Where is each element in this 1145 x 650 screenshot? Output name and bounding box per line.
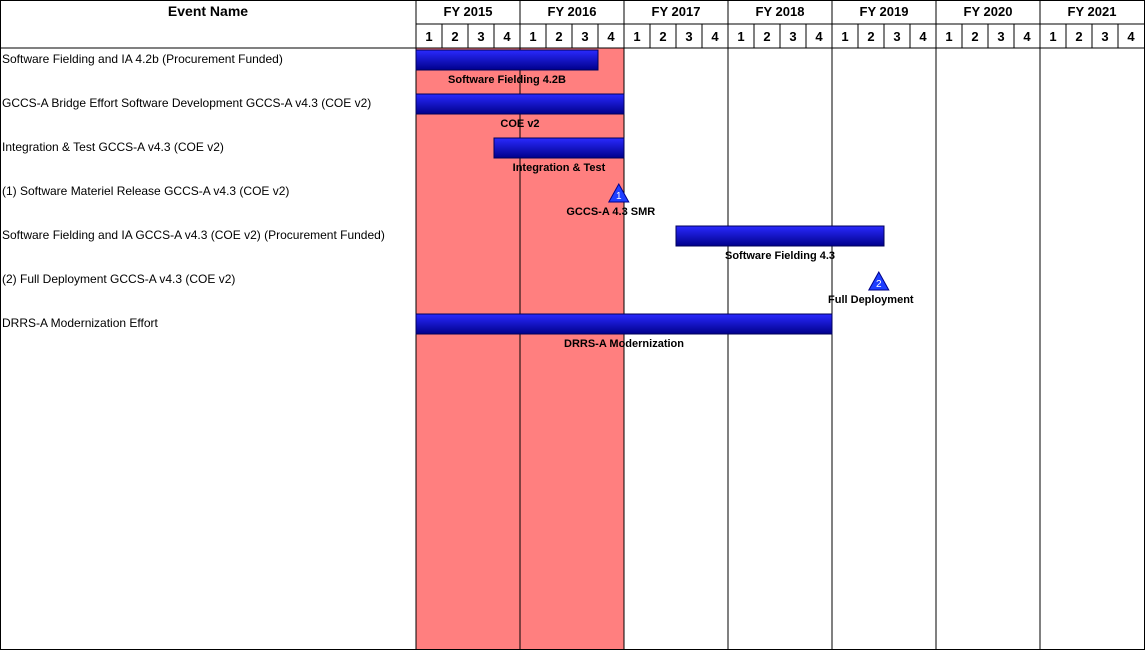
quarter-label: 4 xyxy=(815,29,823,44)
event-name: DRRS-A Modernization Effort xyxy=(2,316,159,330)
bar-label: Software Fielding 4.2B xyxy=(448,74,566,86)
event-name: (2) Full Deployment GCCS-A v4.3 (COE v2) xyxy=(2,272,235,286)
milestone-marker xyxy=(867,270,890,291)
quarter-label: 1 xyxy=(1049,29,1056,44)
quarter-label: 1 xyxy=(425,29,432,44)
quarter-label: 4 xyxy=(503,29,511,44)
quarter-label: 3 xyxy=(1101,29,1108,44)
quarter-label: 3 xyxy=(581,29,588,44)
fiscal-year-label: FY 2018 xyxy=(756,4,805,19)
milestone-label: GCCS-A 4.3 SMR xyxy=(566,206,655,218)
event-name: Integration & Test GCCS-A v4.3 (COE v2) xyxy=(2,140,224,154)
quarter-label: 1 xyxy=(841,29,848,44)
event-bar xyxy=(493,137,625,159)
quarter-label: 2 xyxy=(867,29,874,44)
event-name: Software Fielding and IA GCCS-A v4.3 (CO… xyxy=(2,228,385,242)
bar-label: Software Fielding 4.3 xyxy=(725,250,835,262)
quarter-label: 4 xyxy=(919,29,927,44)
milestone-number: 2 xyxy=(876,279,882,290)
quarter-label: 1 xyxy=(633,29,640,44)
fiscal-year-label: FY 2015 xyxy=(444,4,493,19)
quarter-label: 2 xyxy=(971,29,978,44)
bar-label: DRRS-A Modernization xyxy=(564,338,684,350)
fiscal-year-label: FY 2016 xyxy=(548,4,597,19)
milestone-label: Full Deployment xyxy=(828,294,914,306)
bar-label: Integration & Test xyxy=(513,162,606,174)
quarter-label: 4 xyxy=(711,29,719,44)
event-column-title: Event Name xyxy=(168,3,248,19)
quarter-label: 2 xyxy=(763,29,770,44)
quarter-label: 3 xyxy=(789,29,796,44)
quarter-label: 2 xyxy=(1075,29,1082,44)
quarter-label: 4 xyxy=(1127,29,1135,44)
event-bar xyxy=(415,93,625,115)
quarter-label: 1 xyxy=(737,29,744,44)
milestone-number: 1 xyxy=(616,191,622,202)
fiscal-year-label: FY 2019 xyxy=(860,4,909,19)
event-bar xyxy=(415,313,833,335)
event-name: GCCS-A Bridge Effort Software Developmen… xyxy=(2,96,371,110)
quarter-label: 3 xyxy=(893,29,900,44)
quarter-label: 3 xyxy=(997,29,1004,44)
quarter-label: 3 xyxy=(477,29,484,44)
quarter-label: 2 xyxy=(659,29,666,44)
event-name: (1) Software Materiel Release GCCS-A v4.… xyxy=(2,184,289,198)
quarter-label: 2 xyxy=(451,29,458,44)
fiscal-year-label: FY 2021 xyxy=(1068,4,1117,19)
quarter-label: 4 xyxy=(1023,29,1031,44)
quarter-label: 4 xyxy=(607,29,615,44)
event-name: Software Fielding and IA 4.2b (Procureme… xyxy=(2,52,283,66)
event-bar xyxy=(415,49,599,71)
quarter-label: 1 xyxy=(529,29,536,44)
quarter-label: 1 xyxy=(945,29,952,44)
event-bar xyxy=(675,225,885,247)
quarter-label: 2 xyxy=(555,29,562,44)
fiscal-year-label: FY 2020 xyxy=(964,4,1013,19)
milestone-marker xyxy=(607,182,630,203)
bar-label: COE v2 xyxy=(500,118,539,130)
fiscal-year-label: FY 2017 xyxy=(652,4,701,19)
quarter-label: 3 xyxy=(685,29,692,44)
